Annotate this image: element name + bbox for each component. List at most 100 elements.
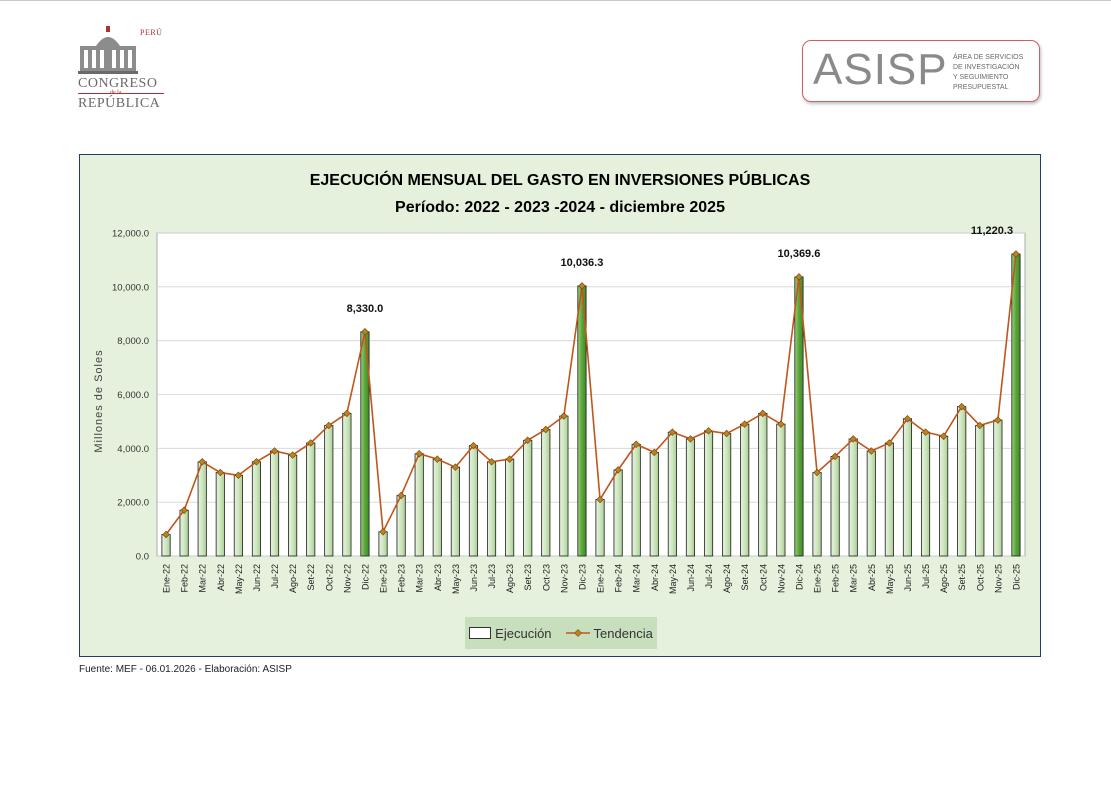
bar: [957, 406, 967, 557]
legend-label: Ejecución: [495, 625, 552, 641]
x-tick-label: Dic-23: [577, 564, 587, 590]
trend-marker: [903, 415, 912, 423]
bar: [975, 425, 985, 557]
bar: [830, 456, 840, 557]
bar: [812, 472, 822, 557]
chart-subtitle: Período: 2022 - 2023 -2024 - diciembre 2…: [395, 199, 725, 216]
x-tick-label: May-24: [668, 564, 678, 594]
x-tick-label: Dic-25: [1011, 564, 1021, 590]
data-label: 8,330.0: [347, 303, 384, 315]
x-tick-label: Nov-22: [342, 564, 352, 593]
x-tick-label: Oct-24: [758, 564, 768, 591]
x-tick-label: Set-23: [523, 564, 533, 591]
trend-marker: [180, 506, 188, 514]
trend-marker: [704, 427, 713, 435]
bar: [703, 430, 714, 557]
trend-marker: [379, 528, 387, 536]
asisp-name: ASISP: [813, 45, 948, 94]
trend-marker: [487, 458, 496, 466]
bar: [269, 450, 280, 557]
bar: [324, 425, 334, 557]
bar: [288, 454, 298, 557]
x-tick-label: Oct-25: [975, 564, 985, 591]
congreso-peru-text: PERÚ: [140, 28, 163, 37]
x-tick-label: Mar-23: [415, 564, 425, 593]
asisp-logo: ASISP ÁREA DE SERVICIOS DE INVESTIGACIÓN…: [802, 40, 1040, 102]
legend-item-ejecucion: Ejecución: [469, 625, 552, 641]
y-tick-label: 0.0: [136, 552, 149, 563]
x-tick-label: Jul-23: [487, 564, 497, 589]
bar: [541, 429, 551, 557]
x-tick-label: Nov-25: [993, 564, 1003, 593]
trend-marker: [813, 468, 821, 477]
bar: [740, 423, 750, 557]
x-tick-label: Oct-22: [324, 564, 334, 591]
trend-marker: [451, 463, 460, 471]
x-tick-label: May-22: [234, 564, 244, 594]
bar: [722, 433, 732, 557]
bar: [559, 415, 569, 557]
trend-marker: [306, 439, 315, 447]
trend-marker: [252, 458, 261, 466]
x-tick-label: Abr-23: [433, 564, 443, 591]
x-tick-label: Ago-24: [722, 564, 732, 593]
bar: [197, 461, 207, 557]
x-tick-label: Dic-22: [360, 564, 370, 590]
bar: [468, 445, 479, 557]
x-tick-label: Set-24: [740, 564, 750, 591]
bar: [523, 439, 533, 557]
trend-line: [165, 253, 1017, 535]
bar: [794, 276, 804, 557]
x-tick-label: Mar-25: [849, 564, 859, 593]
x-tick-label: Nov-24: [776, 564, 786, 593]
trend-marker: [415, 449, 423, 458]
bar: [920, 431, 931, 557]
trend-marker: [288, 451, 297, 459]
data-label: 10,036.3: [561, 257, 604, 269]
x-tick-label: Jul-24: [704, 564, 714, 589]
x-tick-label: Jul-22: [270, 564, 280, 589]
x-tick-label: May-25: [885, 564, 895, 594]
bar: [233, 474, 243, 557]
y-tick-label: 2,000.0: [117, 498, 149, 509]
trend-marker: [216, 468, 225, 477]
y-tick-label: 6,000.0: [117, 390, 149, 401]
x-tick-label: Mar-24: [632, 564, 642, 593]
trend-marker: [234, 471, 243, 479]
bar: [1011, 253, 1021, 557]
trend-marker: [831, 452, 839, 461]
bar: [396, 495, 406, 557]
bar: [613, 469, 623, 557]
bar: [866, 450, 876, 557]
data-label: 11,220.3: [971, 225, 1013, 237]
trend-marker: [921, 428, 930, 436]
x-tick-label: Nov-23: [559, 564, 569, 593]
bar: [414, 453, 424, 557]
chart-legend: Ejecución Tendencia: [465, 617, 657, 649]
bar: [776, 423, 786, 557]
trend-marker: [867, 447, 876, 455]
legend-item-tendencia: Tendencia: [565, 626, 653, 641]
trend-marker: [162, 530, 170, 539]
legend-bar-swatch: [469, 627, 492, 639]
x-tick-label: Jun-22: [252, 564, 262, 592]
x-tick-label: Feb-24: [614, 564, 624, 593]
trend-marker: [686, 435, 695, 443]
bar: [306, 442, 316, 557]
bar: [432, 458, 442, 557]
x-tick-label: Ago-25: [939, 564, 949, 593]
y-tick-label: 4,000.0: [117, 444, 149, 455]
trend-marker: [1012, 250, 1020, 258]
bar: [486, 461, 497, 557]
chart-frame: 0.0 2,000.0 4,000.0 6,000.0 8,000.0 10,000.0 1…: [79, 154, 1041, 657]
bar: [667, 431, 677, 557]
y-tick-label: 12,000.0: [112, 229, 149, 240]
trend-marker: [325, 421, 333, 430]
x-tick-label: Feb-25: [831, 564, 841, 593]
x-tick-label: Set-22: [306, 564, 316, 591]
trend-marker: [795, 273, 803, 281]
trend-marker: [469, 441, 478, 450]
trend-marker: [560, 412, 568, 420]
trend-marker: [397, 491, 405, 500]
trend-marker: [578, 282, 586, 290]
